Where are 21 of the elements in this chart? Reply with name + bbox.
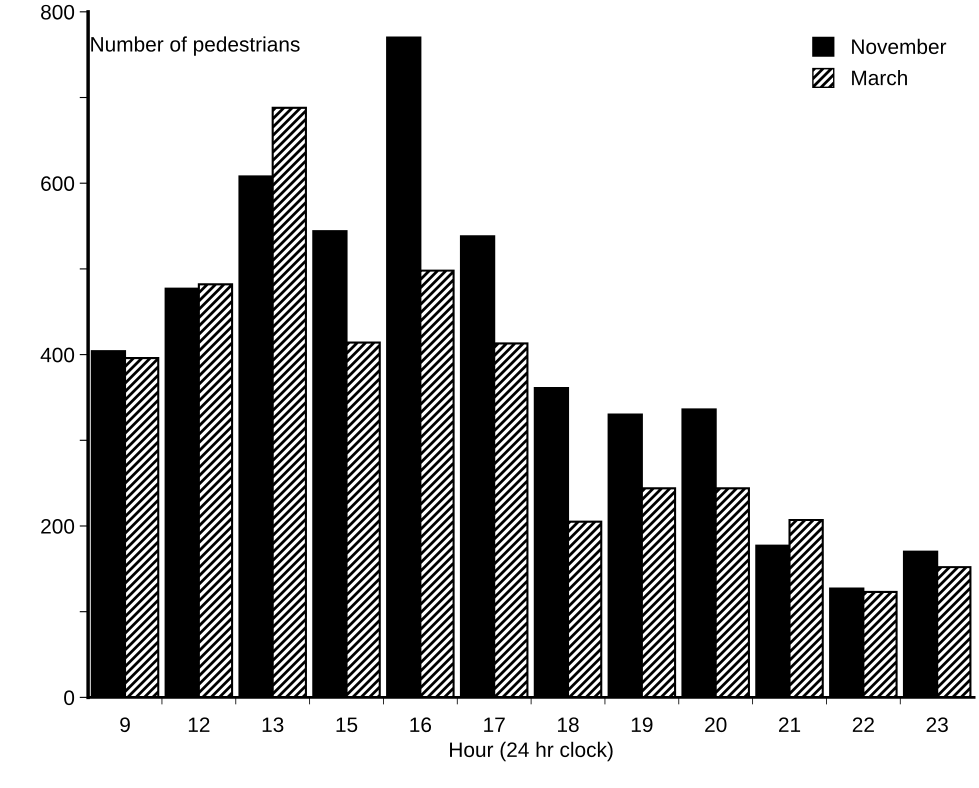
legend-label: November — [852, 38, 946, 54]
x-tick-label: 15 — [336, 718, 358, 732]
x-tick-label: 23 — [926, 717, 948, 732]
x-tick-label: 18 — [558, 717, 579, 732]
x-tick-label: 21 — [778, 717, 800, 732]
y-tick-label: 200 — [41, 518, 74, 534]
x-tick-label: 19 — [632, 717, 652, 732]
y-axis-title: Number of pedestrians — [91, 36, 300, 56]
y-tick-label: 400 — [40, 348, 74, 362]
y-tick-label: 0 — [64, 690, 74, 706]
x-axis-title: Hour (24 hr clock) — [450, 742, 613, 762]
y-tick-label: 800 — [41, 4, 74, 20]
x-tick-label: 17 — [484, 718, 505, 732]
x-tick-label: 20 — [705, 717, 726, 732]
x-tick-label: 9 — [120, 717, 130, 732]
x-tick-label: 13 — [262, 717, 284, 732]
x-tick-label: 12 — [188, 717, 210, 732]
y-tick-label: 600 — [41, 176, 74, 191]
legend-label: March — [852, 70, 907, 86]
x-tick-label: 22 — [852, 717, 874, 732]
x-tick-label: 16 — [410, 717, 432, 732]
